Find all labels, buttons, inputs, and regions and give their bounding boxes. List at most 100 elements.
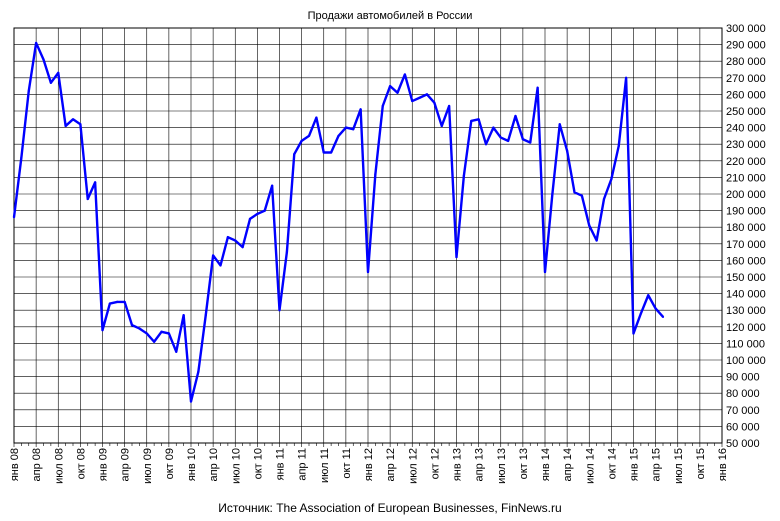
x-axis-ticks: янв 08 апр 08 июл 08 окт 08 янв 09 апр 09 июл …: [9, 448, 729, 484]
y-tick-label: 290 000: [726, 40, 766, 52]
y-tick-label: 220 000: [726, 156, 766, 168]
data-point: [212, 254, 215, 257]
data-point: [256, 212, 259, 216]
grid-lines: [13, 27, 723, 447]
data-point: [300, 139, 303, 142]
data-point: [381, 104, 384, 108]
data-point: [396, 91, 399, 94]
x-tick-label: окт 09: [164, 448, 176, 479]
data-point: [492, 126, 495, 129]
data-point: [374, 172, 377, 176]
data-point: [278, 309, 281, 312]
data-point: [529, 141, 532, 144]
y-tick-label: 300 000: [726, 23, 766, 35]
y-tick-label: 150 000: [726, 272, 766, 284]
data-point: [558, 123, 561, 126]
data-point: [241, 246, 244, 249]
data-point: [175, 350, 178, 353]
data-point: [42, 58, 45, 61]
y-tick-label: 110 000: [726, 338, 765, 350]
y-tick-label: 70 000: [726, 405, 760, 417]
y-tick-label: 160 000: [726, 255, 766, 267]
data-point: [145, 332, 148, 335]
data-point: [366, 270, 370, 274]
data-point: [433, 101, 436, 104]
x-tick-label: янв 10: [186, 448, 198, 481]
x-tick-label: апр 09: [120, 448, 132, 481]
data-point: [123, 300, 126, 303]
x-tick-label: янв 14: [540, 448, 552, 481]
x-tick-label: янв 09: [98, 448, 110, 481]
data-point: [625, 76, 628, 79]
data-point: [403, 73, 406, 76]
x-tick-label: окт 10: [252, 448, 264, 479]
x-tick-label: апр 12: [385, 448, 397, 481]
data-point: [71, 118, 75, 121]
data-point: [448, 104, 451, 108]
data-point: [285, 251, 288, 254]
y-tick-label: 60 000: [726, 421, 760, 433]
data-point: [661, 315, 665, 318]
data-point: [543, 270, 547, 274]
data-point: [440, 124, 443, 128]
data-point: [337, 134, 340, 137]
x-tick-label: окт 15: [695, 448, 707, 479]
data-point: [35, 41, 38, 45]
data-point: [234, 239, 237, 242]
data-point: [293, 153, 296, 156]
x-tick-label: окт 08: [75, 448, 87, 479]
x-tick-label: апр 10: [208, 448, 220, 481]
y-tick-label: 80 000: [726, 388, 760, 400]
data-point: [462, 174, 465, 177]
x-tick-label: апр 13: [474, 448, 486, 481]
data-point: [418, 96, 421, 99]
x-tick-label: апр 11: [297, 448, 309, 481]
chart-title: Продажи автомобилей в России: [308, 10, 473, 22]
data-point: [484, 143, 488, 146]
y-tick-label: 130 000: [726, 305, 766, 317]
data-point: [271, 184, 274, 187]
y-tick-label: 140 000: [726, 289, 766, 301]
data-point: [632, 332, 635, 335]
data-point: [204, 314, 207, 317]
y-tick-label: 280 000: [726, 56, 766, 68]
x-tick-label: окт 14: [606, 448, 618, 479]
data-point: [499, 136, 502, 139]
x-tick-label: июл 12: [407, 448, 419, 484]
data-point: [344, 126, 347, 129]
y-tick-label: 170 000: [726, 239, 766, 251]
data-point: [470, 119, 473, 123]
y-tick-label: 180 000: [726, 222, 766, 234]
data-point: [595, 239, 598, 242]
data-point: [580, 194, 583, 197]
data-point: [588, 224, 591, 227]
data-point: [130, 324, 134, 327]
source-label: Источник: The Association of European Bu…: [218, 501, 561, 515]
data-point: [477, 118, 480, 121]
y-tick-label: 120 000: [726, 322, 766, 334]
x-tick-label: окт 13: [518, 448, 530, 479]
x-tick-label: июл 10: [230, 448, 242, 484]
data-point: [330, 151, 333, 154]
data-point: [160, 330, 163, 333]
data-point: [514, 114, 517, 118]
y-tick-label: 100 000: [726, 355, 766, 367]
series-line: [12, 41, 664, 403]
data-point: [647, 294, 650, 297]
data-point: [167, 332, 170, 335]
y-tick-label: 270 000: [726, 73, 766, 85]
x-tick-label: апр 08: [31, 448, 43, 481]
y-tick-label: 190 000: [726, 206, 766, 218]
data-point: [108, 302, 111, 305]
x-tick-label: окт 11: [341, 448, 353, 479]
data-point: [507, 139, 510, 142]
data-point: [79, 123, 82, 126]
x-tick-label: июл 09: [142, 448, 154, 484]
data-point: [322, 151, 325, 154]
data-point: [101, 329, 104, 332]
data-point: [389, 85, 392, 88]
y-tick-label: 90 000: [726, 372, 760, 384]
data-point: [189, 400, 193, 403]
